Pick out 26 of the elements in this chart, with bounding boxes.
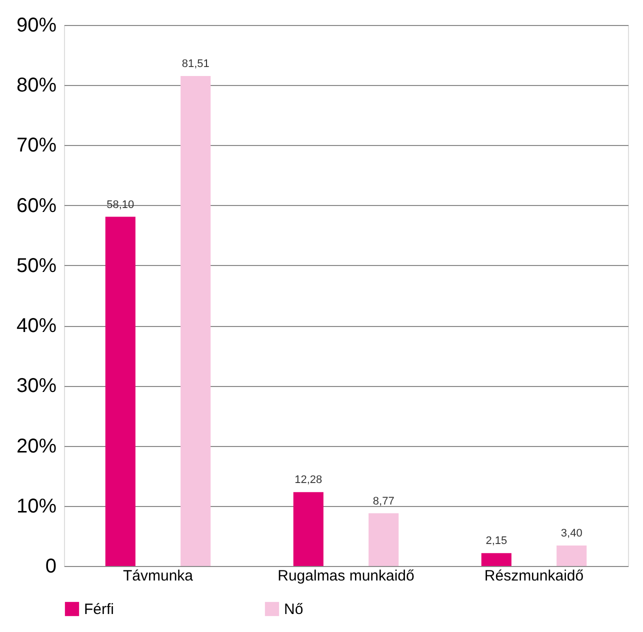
y-tick-label: 90% [16, 14, 57, 36]
bar [556, 546, 587, 566]
bar [368, 513, 399, 566]
x-tick-label: Részmunkaidő [484, 568, 584, 584]
y-tick-label: 80% [16, 74, 57, 97]
y-tick-label: 20% [16, 435, 57, 458]
y-tick-label: 0 [45, 556, 56, 578]
data-label: 81,51 [182, 58, 210, 70]
x-tick-label: Távmunka [122, 568, 194, 584]
y-tick-label: 50% [16, 254, 57, 277]
data-label: 12,28 [294, 474, 322, 486]
x-tick-label: Rugalmas munkaidő [278, 568, 414, 584]
bar [481, 553, 512, 566]
bar [293, 492, 324, 566]
y-tick-label: 30% [16, 375, 57, 398]
y-tick-label: 40% [16, 315, 57, 338]
data-label: 2,15 [486, 535, 508, 548]
y-tick-label: 70% [16, 134, 57, 157]
data-label: 8,77 [372, 495, 394, 508]
legend-label: Férfi [84, 601, 114, 618]
bar [105, 216, 136, 566]
y-tick-label: 10% [16, 495, 57, 518]
legend-label: Nő [284, 601, 304, 618]
y-tick-label: 60% [16, 194, 57, 217]
data-label: 3,40 [560, 528, 582, 540]
bar [180, 76, 211, 566]
